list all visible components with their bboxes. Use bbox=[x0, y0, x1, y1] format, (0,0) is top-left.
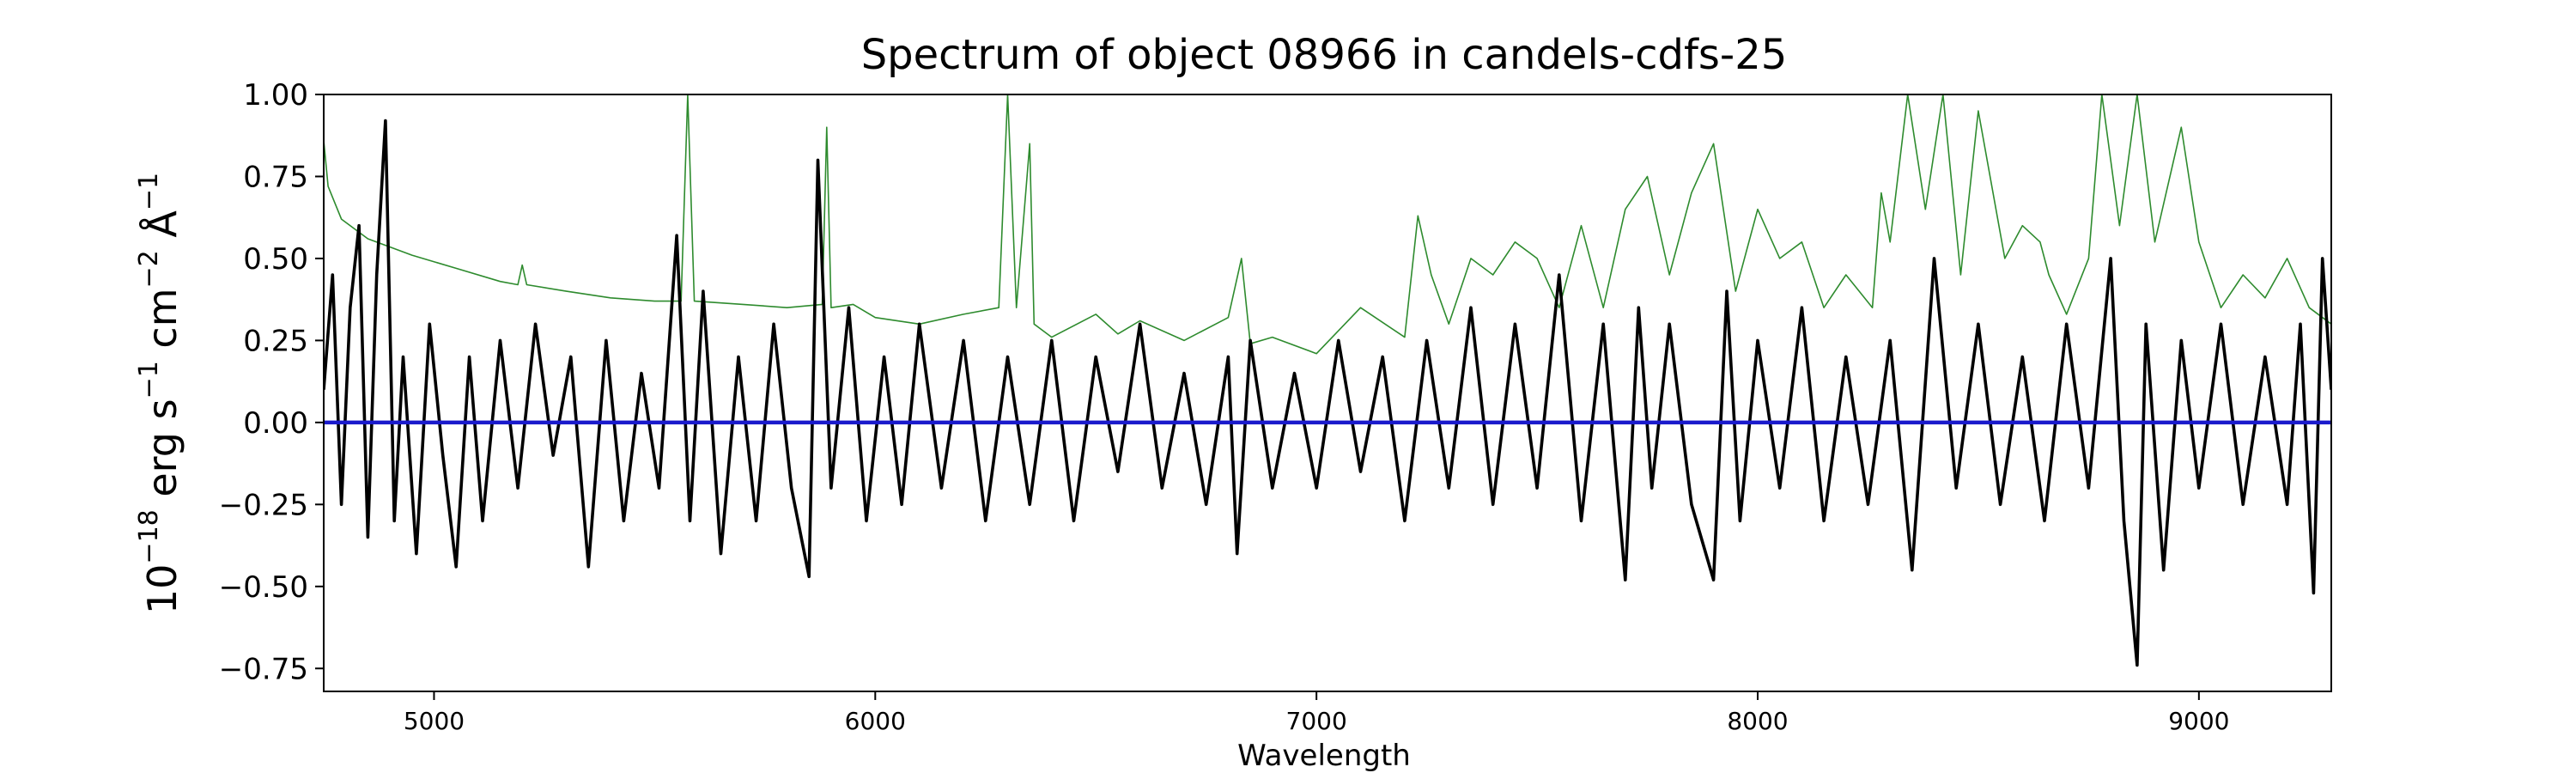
plot-frame bbox=[323, 94, 2332, 692]
y-label-erg: erg s bbox=[139, 399, 185, 509]
y-label-ang: Å bbox=[139, 210, 185, 251]
axis-ticks: 5000 6000 7000 8000 9000 1.00 0.75 0.50 0.25 0.00… bbox=[219, 78, 2230, 735]
y-label-exp2: −1 bbox=[134, 361, 164, 399]
flux-series-line bbox=[324, 119, 2331, 667]
y-label-cm: cm bbox=[139, 288, 185, 361]
y-axis-label: 10−18 erg s−1 cm−2 Å−1 bbox=[134, 173, 185, 614]
y-label-exp3: −2 bbox=[134, 250, 164, 288]
x-tick-label-3: 8000 bbox=[1727, 707, 1788, 735]
chart-title: Spectrum of object 08966 in candels-cdfs… bbox=[861, 31, 1788, 79]
y-tick-label-4: 0.00 bbox=[243, 406, 308, 441]
x-tick-label-1: 6000 bbox=[845, 707, 906, 735]
y-label-exp1: −18 bbox=[134, 509, 164, 563]
y-tick-label-3: 0.25 bbox=[243, 324, 308, 358]
x-tick-label-4: 9000 bbox=[2168, 707, 2229, 735]
y-label-exp4: −1 bbox=[134, 173, 164, 210]
error-series-line bbox=[324, 94, 2331, 355]
y-tick-label-2: 0.50 bbox=[243, 242, 308, 277]
y-tick-label-5: −0.25 bbox=[219, 488, 308, 522]
y-tick-label-0: 1.00 bbox=[243, 78, 308, 113]
y-label-base: 10 bbox=[139, 564, 185, 615]
x-tick-label-0: 5000 bbox=[404, 707, 465, 735]
x-tick-label-2: 7000 bbox=[1286, 707, 1347, 735]
x-axis-label: Wavelength bbox=[1237, 739, 1411, 773]
y-tick-label-1: 0.75 bbox=[243, 160, 308, 194]
series-layer bbox=[324, 94, 2331, 667]
y-tick-label-7: −0.75 bbox=[219, 652, 308, 686]
y-tick-label-6: −0.50 bbox=[219, 570, 308, 605]
